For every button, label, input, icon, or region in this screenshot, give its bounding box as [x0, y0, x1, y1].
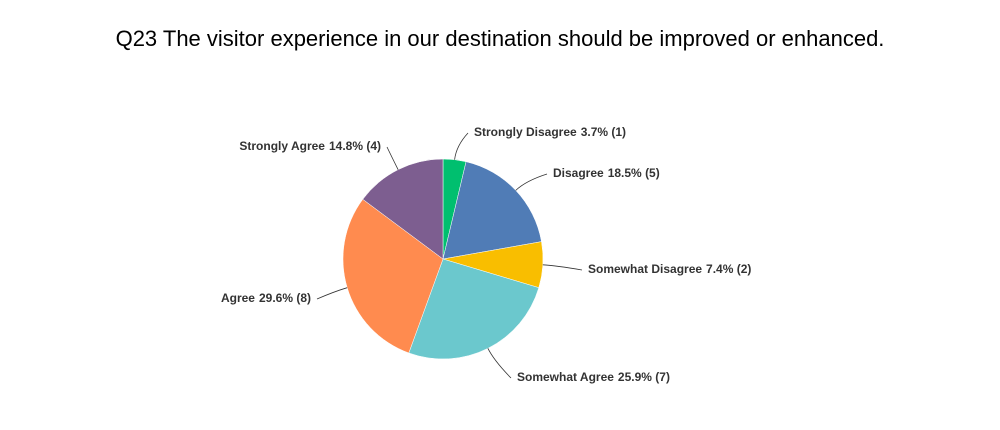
slice-category: Disagree [553, 166, 604, 180]
slice-category: Strongly Disagree [474, 125, 577, 139]
slice-label: Somewhat Agree 25.9% (7) [517, 370, 670, 384]
slice-category: Strongly Agree [239, 139, 325, 153]
slice-value-label: 14.8% (4) [329, 139, 381, 153]
chart-title: Q23 The visitor experience in our destin… [116, 26, 885, 51]
pie-slice [342, 198, 444, 354]
pie-slice [408, 258, 540, 360]
pie-slice [362, 158, 444, 260]
pie-slice [442, 161, 542, 260]
leader-line [316, 287, 348, 300]
leader-line [515, 173, 548, 191]
leader-line [542, 264, 583, 271]
slice-label: Somewhat Disagree 7.4% (2) [588, 262, 751, 276]
slice-category: Agree [221, 291, 255, 305]
leader-line [454, 132, 469, 160]
slice-category: Somewhat Agree [517, 370, 614, 384]
slice-label: Disagree 18.5% (5) [553, 166, 660, 180]
slice-value-label: 7.4% (2) [706, 262, 751, 276]
leader-line [487, 348, 512, 379]
slice-value-label: 18.5% (5) [608, 166, 660, 180]
slice-label: Agree 29.6% (8) [221, 291, 311, 305]
slice-label: Strongly Disagree 3.7% (1) [474, 125, 626, 139]
slice-category: Somewhat Disagree [588, 262, 702, 276]
slice-label: Strongly Agree 14.8% (4) [239, 139, 381, 153]
leader-line [386, 146, 399, 170]
slice-value-label: 3.7% (1) [581, 125, 626, 139]
slice-value-label: 29.6% (8) [259, 291, 311, 305]
slice-value-label: 25.9% (7) [618, 370, 670, 384]
